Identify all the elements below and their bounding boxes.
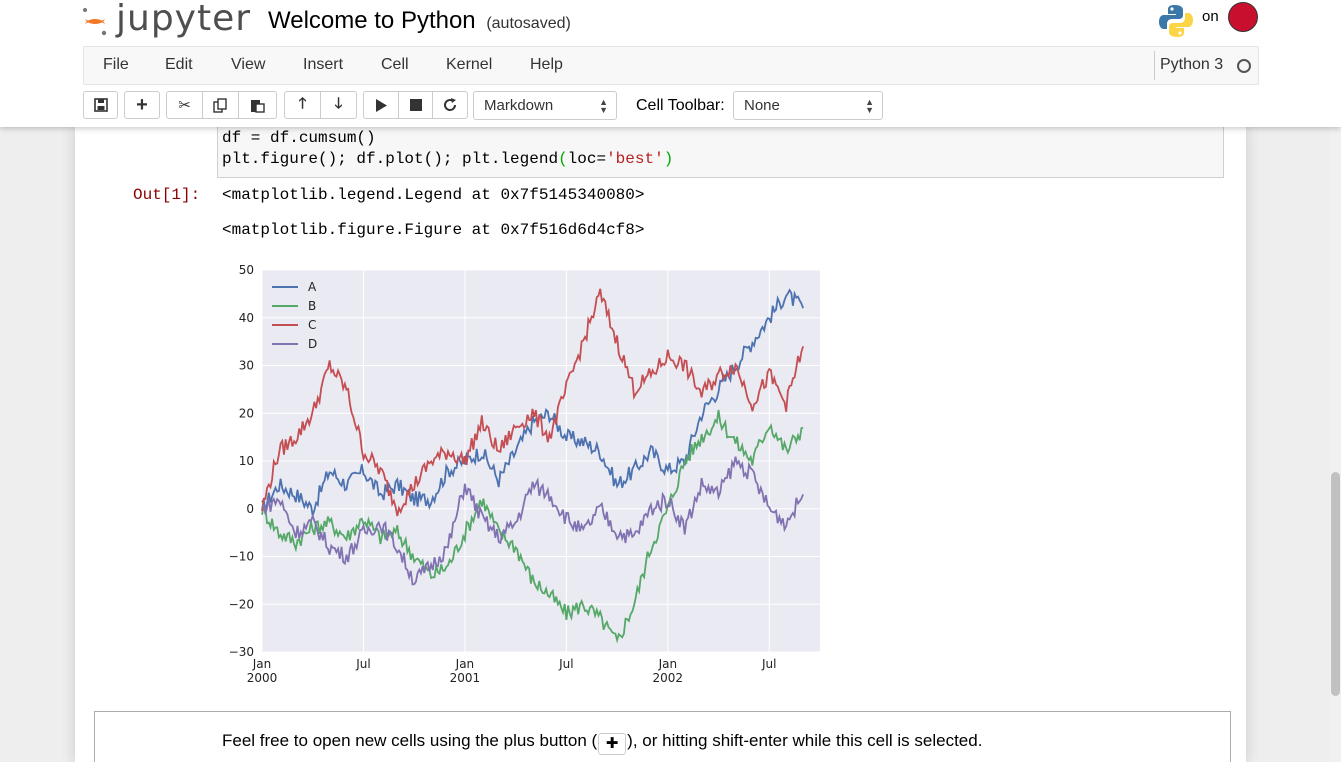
arrow-down-icon: 🡓 <box>334 94 343 112</box>
cut-button[interactable]: ✂ <box>166 91 203 119</box>
code-text: loc= <box>567 150 607 168</box>
insert-cell-button[interactable]: + <box>124 91 160 119</box>
x-tick-label: Jan <box>455 657 475 671</box>
cell-type-select[interactable]: Markdown ▲ ▼ <box>473 91 617 120</box>
save-button[interactable] <box>83 91 118 119</box>
markdown-text: Feel free to open new cells using the pl… <box>222 731 982 755</box>
x-tick-label: Jan <box>658 657 678 671</box>
copy-button[interactable] <box>202 91 239 119</box>
code-line-2: plt.figure(); df.plot(); plt.legend(loc=… <box>222 150 673 168</box>
y-tick-label: −10 <box>229 550 254 564</box>
x-tick-label: Jul <box>558 657 573 671</box>
code-cell-input[interactable] <box>217 127 1224 178</box>
x-tick-year-label: 2002 <box>653 671 684 685</box>
cell-toolbar-select[interactable]: None ▲ ▼ <box>733 91 883 120</box>
y-tick-label: 50 <box>239 263 254 277</box>
markdown-cell[interactable] <box>94 711 1231 762</box>
copy-icon <box>213 97 227 113</box>
notebook-header: jupyter Welcome to Python (autosaved) on… <box>0 0 1341 127</box>
y-tick-label: 40 <box>239 311 254 325</box>
autosave-status: (autosaved) <box>486 15 571 32</box>
cell-toolbar-value: None <box>744 97 780 114</box>
series-line-A <box>261 288 804 516</box>
paste-button[interactable] <box>238 91 277 119</box>
legend-label: D <box>308 337 317 351</box>
notebook-title[interactable]: Welcome to Python (autosaved) <box>268 7 571 35</box>
restart-button[interactable] <box>432 91 468 119</box>
interrupt-button[interactable] <box>398 91 433 119</box>
notebook-title-text[interactable]: Welcome to Python <box>268 7 476 34</box>
restart-icon <box>444 98 457 111</box>
y-tick-label: −30 <box>229 645 254 659</box>
scissors-icon: ✂ <box>178 97 191 114</box>
menu-edit[interactable]: Edit <box>165 56 193 73</box>
plus-icon: + <box>136 93 148 116</box>
jupyter-logo-text[interactable]: jupyter <box>116 0 252 39</box>
code-text: plt.figure(); df.plot(); plt.legend <box>222 150 559 168</box>
legend-label: A <box>308 280 317 294</box>
markdown-text-after: ), or hitting shift-enter while this cel… <box>627 731 983 750</box>
x-tick-year-label: 2000 <box>247 671 278 685</box>
move-up-button[interactable]: 🡑 <box>284 91 321 119</box>
select-caret-icon: ▲ ▼ <box>865 97 874 115</box>
x-tick-year-label: 2001 <box>450 671 481 685</box>
arrow-up-icon: 🡑 <box>298 94 307 112</box>
menu-kernel[interactable]: Kernel <box>446 56 493 73</box>
y-tick-label: 20 <box>239 406 254 420</box>
x-tick-label: Jul <box>761 657 776 671</box>
menubar-divider <box>1154 51 1155 80</box>
user-avatar-icon[interactable] <box>1228 2 1258 32</box>
menu-help[interactable]: Help <box>530 56 563 73</box>
plus-icon: ✚ <box>598 733 627 755</box>
cell-toolbar-label: Cell Toolbar: <box>636 97 725 114</box>
jupyter-logo-icon[interactable] <box>82 6 108 36</box>
legend-label: C <box>308 318 316 332</box>
scrollbar-track[interactable] <box>1330 127 1341 762</box>
output-prompt: Out[1]: <box>133 186 201 204</box>
markdown-text-before: Feel free to open new cells using the pl… <box>222 731 598 750</box>
series-line-D <box>261 456 804 586</box>
series-line-C <box>261 288 804 517</box>
code-string: 'best' <box>606 150 664 168</box>
menu-insert[interactable]: Insert <box>303 56 344 73</box>
series-line-B <box>261 409 804 644</box>
y-tick-label: 0 <box>246 502 254 516</box>
output-line-1: <matplotlib.legend.Legend at 0x7f5145340… <box>222 186 645 204</box>
menubar: File Edit View Insert Cell Kernel Help <box>83 46 1259 85</box>
y-tick-label: 30 <box>239 359 254 373</box>
x-tick-label: Jan <box>252 657 272 671</box>
output-line-2: <matplotlib.figure.Figure at 0x7f516d6d4… <box>222 221 645 239</box>
menu-view[interactable]: View <box>231 56 266 73</box>
code-line-1: df = df.cumsum() <box>222 129 376 147</box>
paste-icon <box>251 99 265 113</box>
kernel-idle-icon <box>1237 59 1251 73</box>
run-button[interactable] <box>363 91 399 119</box>
python-logo-icon <box>1159 5 1193 37</box>
menu-cell[interactable]: Cell <box>381 56 409 73</box>
trusted-indicator: on <box>1202 8 1219 25</box>
code-paren: ( <box>558 150 568 168</box>
legend-label: B <box>308 299 316 313</box>
y-tick-label: 10 <box>239 454 254 468</box>
y-tick-label: −20 <box>229 597 254 611</box>
x-tick-label: Jul <box>355 657 370 671</box>
stop-icon <box>409 99 422 111</box>
scrollbar-thumb[interactable] <box>1331 472 1340 696</box>
kernel-name[interactable]: Python 3 <box>1160 56 1224 73</box>
menu-file[interactable]: File <box>103 56 129 73</box>
cell-type-value: Markdown <box>484 97 554 114</box>
save-icon <box>93 98 108 112</box>
play-icon <box>376 98 387 112</box>
code-paren: ) <box>663 150 674 168</box>
move-down-button[interactable]: 🡓 <box>320 91 357 119</box>
select-caret-icon: ▲ ▼ <box>599 97 608 115</box>
